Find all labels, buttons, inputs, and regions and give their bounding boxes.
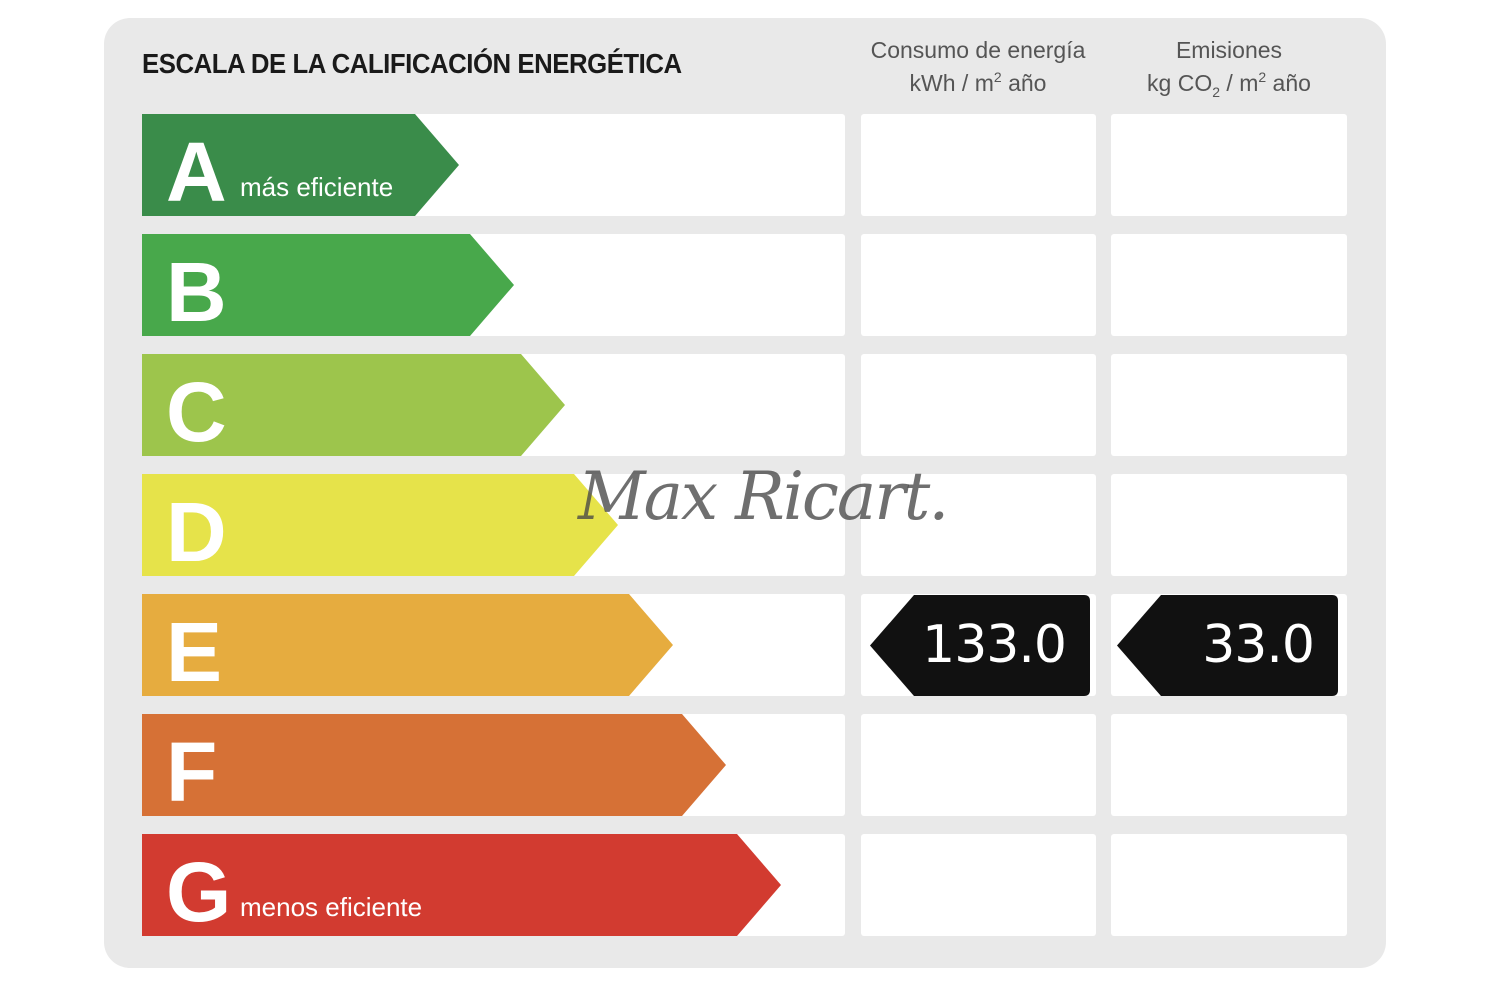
rating-arrow-shape-c <box>142 354 565 456</box>
energy-cell-f <box>861 714 1096 816</box>
emissions-cell-b <box>1111 234 1347 336</box>
energy-header-line2: kWh / m2 año <box>909 69 1047 96</box>
emissions-header-line2: kg CO2 / m2 año <box>1147 69 1311 100</box>
energy-cell-g <box>861 834 1096 936</box>
rating-arrow-shape-g <box>142 834 781 936</box>
rating-sublabel-a: más eficiente <box>240 172 394 202</box>
rating-arrow-shape-a <box>142 114 459 216</box>
rating-arrow-b <box>142 234 514 336</box>
rating-arrow-shape-e <box>142 594 673 696</box>
energy-rating-indicator-value: 133.0 <box>922 615 1067 675</box>
energy-column-header: Consumo de energía kWh / m2 año <box>860 34 1096 100</box>
emissions-rating-indicator: 33.0 <box>1117 595 1338 696</box>
emissions-cell-f <box>1111 714 1347 816</box>
rating-arrow-shape-d <box>142 474 618 576</box>
energy-rating-indicator: 133.0 <box>870 595 1090 696</box>
rating-arrow-a <box>142 114 459 216</box>
emissions-cell-d <box>1111 474 1347 576</box>
rating-letter-c: C <box>166 365 227 459</box>
rating-sublabel-g: menos eficiente <box>240 892 423 922</box>
rating-arrow-c <box>142 354 565 456</box>
rating-letter-a: A <box>166 125 227 219</box>
rating-arrow-shape-f <box>142 714 726 816</box>
emissions-cell-g <box>1111 834 1347 936</box>
energy-cell-b <box>861 234 1096 336</box>
rating-letter-b: B <box>166 245 227 339</box>
rating-arrow-g <box>142 834 781 936</box>
energy-cell-c <box>861 354 1096 456</box>
energy-cell-a <box>861 114 1096 216</box>
emissions-cell-c <box>1111 354 1347 456</box>
rating-letter-d: D <box>166 485 227 579</box>
emissions-column-header: Emisiones kg CO2 / m2 año <box>1111 34 1347 100</box>
energy-rating-indicator-shape <box>870 595 1090 696</box>
rating-letter-e: E <box>166 605 223 699</box>
rating-arrow-shape-b <box>142 234 514 336</box>
emissions-rating-indicator-value: 33.0 <box>1202 615 1315 675</box>
emissions-cell-a <box>1111 114 1347 216</box>
rating-arrow-d <box>142 474 618 576</box>
rating-letter-g: G <box>166 845 232 939</box>
rating-arrow-f <box>142 714 726 816</box>
emissions-header-line1: Emisiones <box>1175 37 1283 63</box>
emissions-rating-indicator-shape <box>1117 595 1338 696</box>
rating-letter-f: F <box>166 725 218 819</box>
watermark: Max Ricart. <box>578 458 949 535</box>
energy-header-line1: Consumo de energía <box>870 37 1086 63</box>
rating-arrow-e <box>142 594 673 696</box>
scale-title: ESCALA DE LA CALIFICACIÓN ENERGÉTICA <box>142 48 682 79</box>
energy-cell-d <box>861 474 1096 576</box>
